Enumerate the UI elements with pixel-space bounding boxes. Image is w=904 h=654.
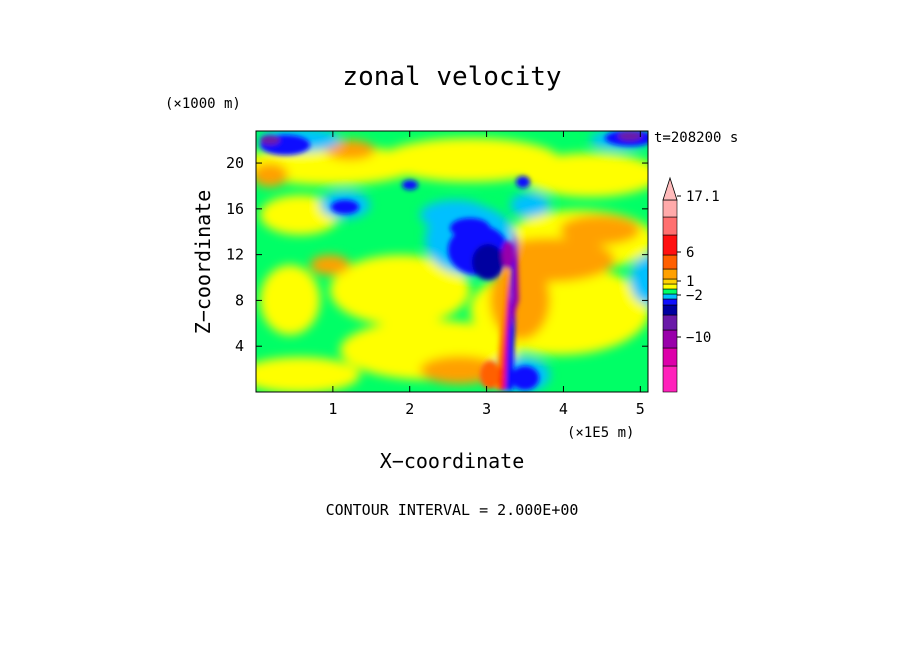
y-tick-label: 12 xyxy=(226,246,244,264)
x-axis: 1 2 3 4 5 xyxy=(328,131,645,418)
colorbar-band xyxy=(662,278,678,285)
y-axis-label: Z−coordinate xyxy=(191,190,215,335)
colorbar-band xyxy=(662,268,678,280)
colorbar-band xyxy=(662,216,678,236)
y-multiplier: (×1000 m) xyxy=(165,96,241,112)
y-tick-label: 4 xyxy=(235,337,244,355)
colorbar: 17.1 6 1−2 −10 xyxy=(662,176,720,393)
x-tick-label: 5 xyxy=(636,400,645,418)
x-tick-label: 1 xyxy=(328,400,337,418)
colorbar-band xyxy=(662,199,678,218)
y-tick-label: 8 xyxy=(235,291,244,309)
time-label: t=208200 s xyxy=(654,130,738,146)
y-tick-label: 20 xyxy=(226,154,244,172)
colorbar-band xyxy=(662,347,678,367)
x-axis-label: X−coordinate xyxy=(380,449,525,473)
y-tick-label: 16 xyxy=(226,200,244,218)
y-axis: 4 8 12 16 20 xyxy=(226,154,648,355)
x-tick-label: 4 xyxy=(559,400,568,418)
colorbar-band xyxy=(662,304,678,316)
colorbar-label: 1 xyxy=(686,274,694,290)
contour-interval: CONTOUR INTERVAL = 2.000E+00 xyxy=(326,501,579,519)
x-tick-label: 2 xyxy=(405,400,414,418)
colorbar-label: −2 xyxy=(686,288,703,304)
colorbar-label: 6 xyxy=(686,245,694,261)
colorbar-band xyxy=(662,329,678,349)
colorbar-band xyxy=(662,254,678,270)
colorbar-band xyxy=(662,365,678,393)
colorbar-label: 17.1 xyxy=(686,189,720,205)
plot-frame xyxy=(255,130,649,393)
colorbar-band xyxy=(662,293,678,300)
heatmap-field xyxy=(256,131,648,392)
colorbar-band xyxy=(662,288,678,295)
colorbar-arrow xyxy=(662,176,678,201)
colorbar-band xyxy=(662,314,678,331)
colorbar-band xyxy=(662,283,678,290)
colorbar-band xyxy=(662,298,678,306)
x-multiplier: (×1E5 m) xyxy=(567,425,634,441)
colorbar-band xyxy=(662,234,678,256)
x-tick-label: 3 xyxy=(482,400,491,418)
colorbar-label: −10 xyxy=(686,330,711,346)
chart-title: zonal velocity xyxy=(342,62,561,92)
